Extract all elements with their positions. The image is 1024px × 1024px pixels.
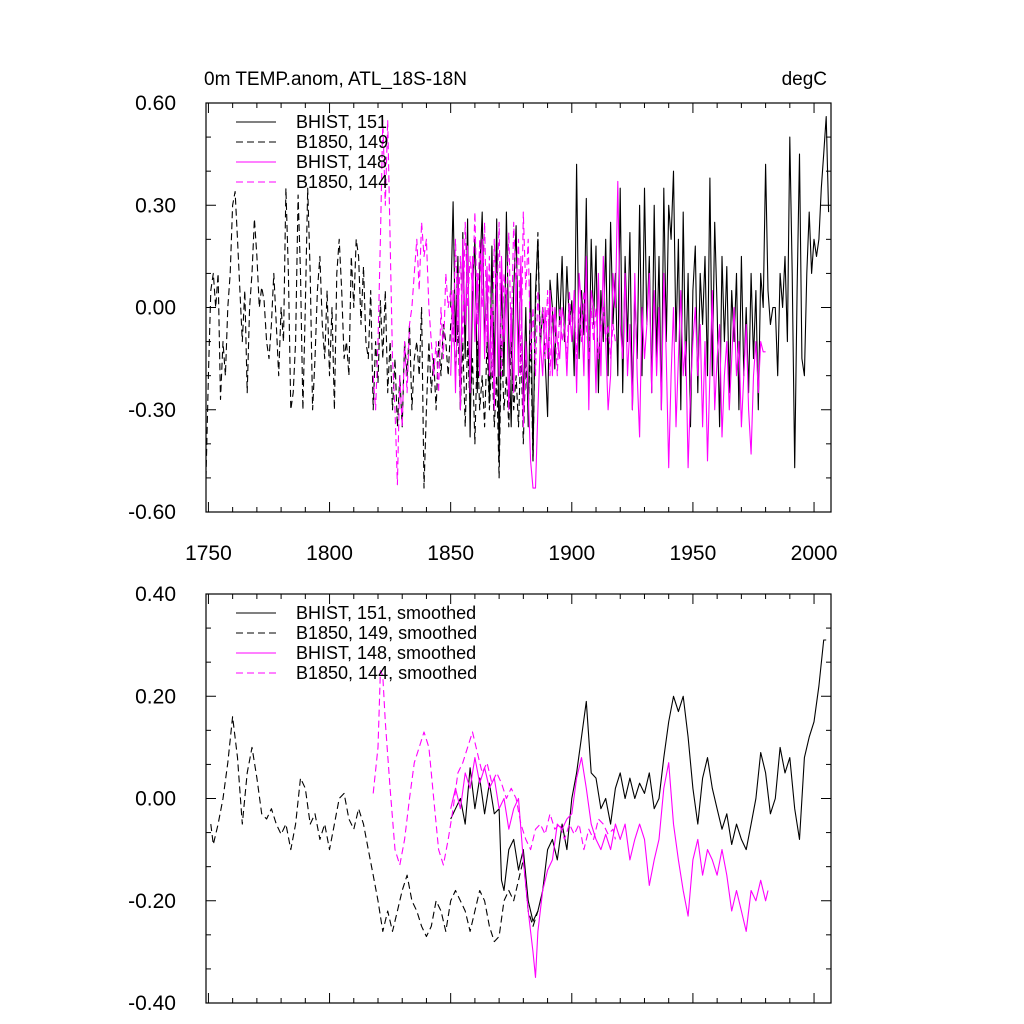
legend-label: BHIST, 148 [296,152,387,172]
series-group [206,116,830,489]
y-tick-label: 0.30 [135,194,176,217]
x-tick-label: 1850 [427,542,474,565]
y-tick-label: 0.60 [135,92,176,115]
legend-label: B1850, 144 [296,172,388,192]
y-tick-label: -0.20 [128,890,176,913]
x-tick-label: 1950 [670,542,717,565]
legend-label: BHIST, 151 [296,112,387,132]
series-line [372,670,616,866]
y-tick-label: 0.00 [135,788,176,811]
series-line [450,116,830,469]
series-line [450,639,827,922]
y-tick-label: -0.40 [128,992,176,1015]
units-label: degC [782,69,827,90]
legend-label: B1850, 149, smoothed [296,623,477,643]
x-tick-label: 2000 [791,542,838,565]
series-line [206,187,541,489]
legend-label: B1850, 149 [296,132,388,152]
y-tick-label: 0.00 [135,297,176,320]
y-tick-label: -0.60 [128,501,176,524]
x-tick-label: 1800 [306,542,353,565]
series-line [372,119,616,486]
chart-title: 0m TEMP.anom, ATL_18S-18N [204,69,467,90]
x-tick-label: 1900 [548,542,595,565]
top-panel: -0.60 -0.30 0.00 0.30 0.60 1750 1800 1850 1900 19… [128,69,837,565]
y-tick-label: 0.20 [135,685,176,708]
y-tick-label: -0.30 [128,399,176,422]
y-tick-label: 0.40 [135,583,176,606]
x-tick-label: 1750 [185,542,232,565]
legend-label: B1850, 144, smoothed [296,663,477,683]
bottom-panel: -0.40 -0.20 0.00 0.20 0.40 BHIST, 151, smooth… [128,583,832,1015]
series-line [210,716,539,943]
legend-label: BHIST, 151, smoothed [296,603,476,623]
series-line [450,180,766,489]
series-group [210,639,827,978]
legend-label: BHIST, 148, smoothed [296,643,476,663]
series-line [450,757,769,978]
